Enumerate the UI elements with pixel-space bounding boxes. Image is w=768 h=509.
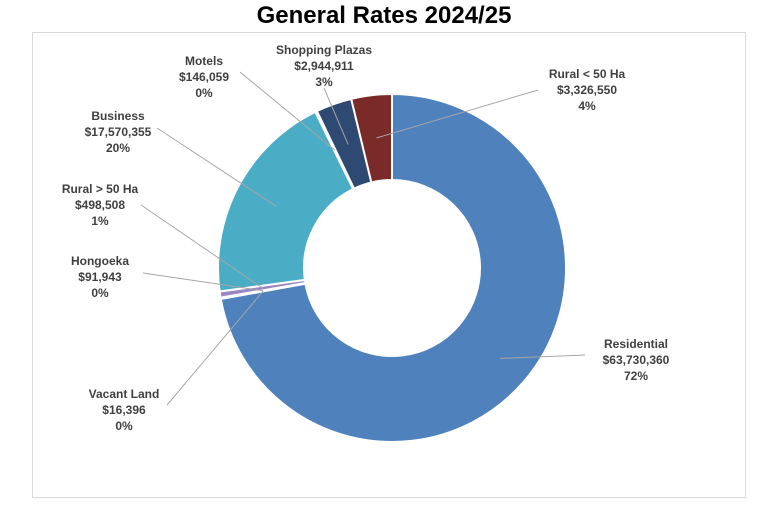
chart-title: General Rates 2024/25 <box>256 2 512 29</box>
data-label-value: $91,943 <box>78 270 122 284</box>
data-label-percent: 20% <box>105 141 131 155</box>
leader-line-hongoeka <box>142 272 264 292</box>
slice-residential <box>219 92 567 443</box>
data-label-percent: 3% <box>315 75 333 89</box>
data-label-value: $3,326,550 <box>556 83 618 97</box>
leader-line-residential <box>500 354 586 359</box>
data-label-value: $146,059 <box>178 70 230 84</box>
slice-business <box>217 110 355 293</box>
data-label-value: $498,508 <box>74 198 126 212</box>
data-label-business: Business $17,570,355 20% <box>48 108 188 156</box>
data-label-value: $2,944,911 <box>294 59 354 73</box>
slice-rural_lt <box>350 92 393 184</box>
data-label-percent: 72% <box>623 369 649 383</box>
data-label-category: Motels <box>184 54 223 68</box>
data-label-category: Residential <box>603 337 669 351</box>
data-label-value: $63,730,360 <box>602 353 670 367</box>
leader-line-rural_lt <box>376 89 539 139</box>
chart-frame <box>32 32 746 498</box>
data-label-category: Vacant Land <box>88 387 160 401</box>
data-label-category: Rural > 50 Ha <box>61 182 139 196</box>
data-label-vacant: Vacant Land $16,396 0% <box>54 386 194 434</box>
leader-line-motels <box>239 71 336 151</box>
data-label-value: $17,570,355 <box>84 125 152 139</box>
leader-line-shopping <box>323 87 349 145</box>
data-label-percent: 0% <box>115 419 133 433</box>
data-label-rural_lt: Rural < 50 Ha $3,326,550 4% <box>517 66 657 114</box>
leader-line-vacant <box>166 290 264 406</box>
data-label-percent: 0% <box>91 286 109 300</box>
data-label-category: Shopping Plazas <box>275 43 372 57</box>
leader-line-business <box>156 127 277 207</box>
data-label-shopping: Shopping Plazas $2,944,911 3% <box>254 42 394 90</box>
data-label-motels: Motels $146,059 0% <box>134 53 274 101</box>
data-label-rural_gt: Rural > 50 Ha $498,508 1% <box>30 181 170 229</box>
data-label-percent: 4% <box>578 99 596 113</box>
data-label-category: Hongoeka <box>70 254 129 268</box>
leader-line-rural_gt <box>140 204 263 289</box>
data-label-percent: 1% <box>91 214 109 228</box>
data-label-category: Rural < 50 Ha <box>548 67 626 81</box>
data-label-percent: 0% <box>195 86 213 100</box>
data-label-hongoeka: Hongoeka $91,943 0% <box>30 253 170 301</box>
data-label-category: Business <box>91 109 145 123</box>
data-label-residential: Residential $63,730,360 72% <box>566 336 706 384</box>
data-label-value: $16,396 <box>102 403 146 417</box>
